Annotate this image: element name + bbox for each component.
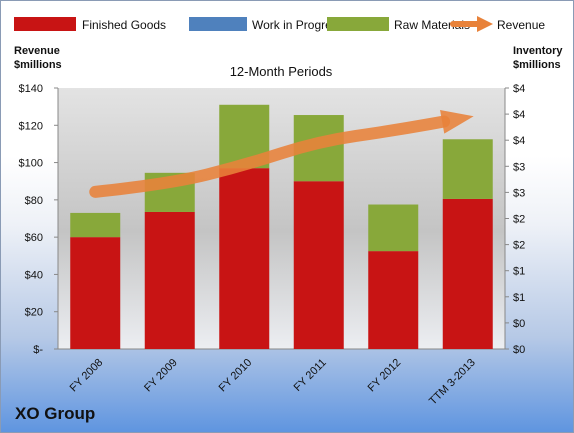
right-tick-label-9: $4: [513, 109, 525, 121]
right-axis-title-line2: $millions: [513, 59, 561, 71]
right-axis-title-line1: Inventory: [513, 45, 563, 57]
x-tick-label-3: FY 2011: [292, 357, 329, 394]
bar-finished-goods-0: [70, 237, 121, 349]
bar-finished-goods-1: [144, 211, 195, 349]
right-tick-label-4: $2: [513, 240, 525, 252]
left-tick-label-7: $140: [19, 83, 43, 95]
bar-raw-materials-4: [368, 204, 419, 252]
right-tick-labels: $0 $0 $1 $1 $2 $2 $3 $3 $4 $4 $4: [505, 83, 525, 356]
x-tick-labels: FY 2008 FY 2009 FY 2010 FY 2011 FY 2012 TTM 3…: [68, 357, 478, 408]
legend-swatch-work-in-progress: [189, 17, 247, 31]
left-axis-title-line2: $millions: [14, 59, 62, 71]
x-tick-label-4: FY 2012: [366, 357, 404, 395]
left-tick-label-6: $120: [19, 120, 43, 132]
right-tick-label-7: $3: [513, 161, 525, 173]
right-tick-label-6: $3: [513, 187, 525, 199]
left-tick-label-2: $40: [25, 269, 43, 281]
revenue-line-group: [89, 110, 474, 198]
legend-swatch-raw-materials: [327, 17, 389, 31]
x-tick-label-0: FY 2008: [68, 357, 106, 395]
left-tick-label-3: $60: [25, 232, 43, 244]
legend-label-finished-goods: Finished Goods: [82, 18, 166, 32]
bar-finished-goods-2: [219, 168, 270, 349]
legend-label-work-in-progress: Work in Progress: [252, 18, 344, 32]
right-tick-label-3: $1: [513, 266, 525, 278]
company-name: XO Group: [15, 404, 96, 423]
right-tick-label-8: $4: [513, 135, 525, 147]
chart-subtitle: 12-Month Periods: [230, 64, 333, 79]
x-tick-label-5: TTM 3-2013: [427, 357, 478, 408]
revenue-arrow-head: [440, 110, 474, 134]
legend-arrow-revenue: [450, 16, 493, 32]
bar-raw-materials-5: [442, 139, 493, 199]
plot-area: [58, 88, 505, 349]
legend-label-raw-materials: Raw Materials: [394, 18, 470, 32]
bar-finished-goods-3: [293, 181, 344, 349]
legend-swatch-finished-goods: [14, 17, 76, 31]
left-tick-labels: $- $20 $40 $60 $80 $100 $120 $140: [19, 83, 58, 356]
left-tick-label-4: $80: [25, 195, 43, 207]
left-tick-label-5: $100: [19, 158, 43, 170]
left-tick-label-0: $-: [33, 344, 43, 356]
right-tick-label-1: $0: [513, 318, 525, 330]
bar-finished-goods-5: [442, 198, 493, 349]
x-tick-label-1: FY 2009: [142, 357, 180, 395]
legend: Finished Goods Work in Progress Raw Mate…: [14, 16, 545, 32]
revenue-line: [89, 115, 451, 198]
legend-label-revenue: Revenue: [497, 18, 545, 32]
left-tick-label-1: $20: [25, 307, 43, 319]
right-tick-label-5: $2: [513, 214, 525, 226]
bar-raw-materials-0: [70, 212, 121, 238]
right-tick-label-10: $4: [513, 83, 525, 95]
left-axis-title-line1: Revenue: [14, 45, 60, 57]
bars-group: [70, 104, 493, 349]
right-tick-label-2: $1: [513, 292, 525, 304]
x-tick-label-2: FY 2010: [217, 357, 255, 395]
right-tick-label-0: $0: [513, 344, 525, 356]
bar-finished-goods-4: [368, 251, 419, 349]
